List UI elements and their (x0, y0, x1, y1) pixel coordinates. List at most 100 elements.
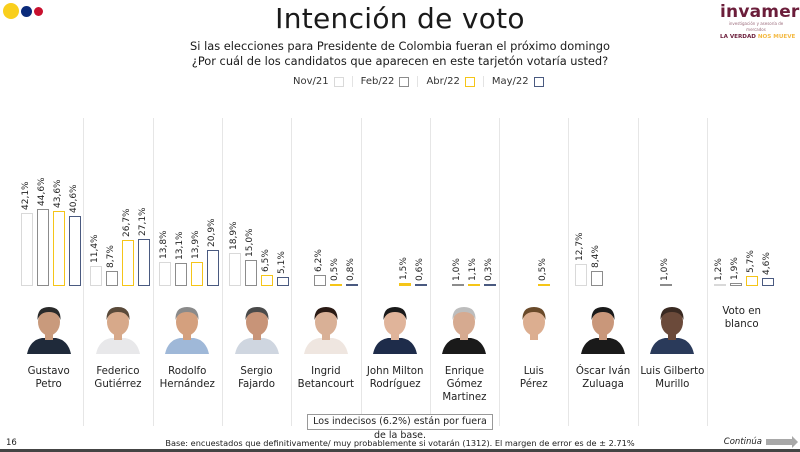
bar-value-label: 26,7% (121, 208, 132, 237)
continue-label: Continúa (723, 437, 762, 447)
candidate-name: Voto en blanco (707, 305, 776, 331)
candidate-photo (24, 298, 74, 354)
bar-group: 1,0% 1,1% 0,3% (430, 118, 499, 288)
bar-value-label: 12,7% (575, 232, 586, 262)
legend-item: May/22 (482, 76, 552, 87)
candidate-name: Luis Gilberto Murillo (638, 365, 707, 391)
bar-may-22 (415, 284, 428, 286)
column-divider (291, 118, 293, 426)
blue-dot-icon (21, 5, 32, 17)
candidate-column: 1,0% 1,1% 0,3% Enrique Gómez Martinez (429, 118, 499, 426)
bar-value-label: 6,2% (313, 249, 324, 273)
candidate-column: 11,4% 8,7% 26,7% 27,1% Federico Gutiérrez (83, 118, 152, 426)
bar-abr-22 (52, 210, 65, 286)
bar-feb-22 (105, 270, 118, 286)
bar-value-label: 20,9% (207, 218, 218, 247)
candidate-name-line1: Enrique Gómez (444, 366, 484, 390)
candidate-name-line1: Luis (523, 366, 544, 377)
candidate-column: 12,7% 8,4% Óscar Iván Zuluaga (568, 118, 637, 426)
bar-value-label: 5,7% (745, 250, 756, 274)
legend-label: May/22 (491, 76, 529, 87)
logo-tagline-part2: NOS MUEVE (757, 34, 796, 40)
bar-value-label: 1,2% (713, 258, 724, 281)
red-dot-icon (34, 6, 43, 16)
candidate-name-line2: Zuluaga (582, 379, 624, 390)
candidate-photo (232, 298, 282, 354)
candidate-column: 1,0% Luis Gilberto Murillo (637, 118, 707, 426)
candidate-name-line1: Rodolfo (168, 366, 207, 377)
bar-value-label: 42,1% (20, 181, 31, 211)
bar-value-label: 43,6% (52, 178, 63, 208)
column-divider (637, 118, 639, 426)
bar-abr-22 (260, 274, 273, 286)
subtitle-line-1: Si las elecciones para Presidente de Col… (190, 39, 610, 53)
bar-value-label: 0,6% (415, 258, 426, 281)
bar-group: 42,1% 44,6% 43,6% 40,6% (14, 118, 83, 288)
candidate-name: Rodolfo Hernández (153, 365, 222, 391)
bar-value-label: 1,1% (468, 258, 479, 281)
column-divider (568, 118, 570, 426)
bar-feb-22 (244, 260, 257, 286)
bar-group: 1,2% 1,9% 5,7% 4,6% (707, 118, 776, 288)
candidate-name-line1: Sergio (240, 366, 273, 377)
legend-swatch (533, 76, 544, 87)
bar-feb-22 (729, 282, 742, 286)
legend-item: Feb/22 (351, 76, 418, 87)
bar-value-label: 4,6% (761, 252, 772, 276)
bar-feb-22 (452, 284, 465, 286)
column-divider (499, 118, 501, 426)
logo-tagline: LA VERDAD NOS MUEVE (720, 33, 795, 41)
candidate-name-line2: Rodríguez (369, 379, 421, 390)
candidate-column: 1,5% 0,6% John Milton Rodríguez (360, 118, 430, 426)
chart-area: 42,1% 44,6% 43,6% 40,6% Gustavo Petro 11,4% 8,7… (14, 118, 776, 426)
candidate-name-line1: Gustavo (27, 366, 70, 377)
bar-value-label: 13,9% (191, 230, 202, 259)
bar-value-label: 5,1% (276, 251, 287, 275)
candidate-name-line2: blanco (724, 319, 759, 330)
candidate-name-line1: Federico (96, 366, 140, 377)
bar-value-label: 1,9% (729, 256, 740, 280)
candidate-name-line2: Murillo (655, 379, 690, 390)
candidate-name: Luis Pérez (499, 365, 568, 391)
candidate-name-line1: Luis Gilberto (640, 366, 705, 377)
candidate-photo (509, 298, 559, 354)
candidate-photo (301, 298, 351, 354)
candidate-name-line1: Óscar Iván (575, 366, 631, 377)
bar-nov-21 (713, 283, 726, 286)
candidate-name: John Milton Rodríguez (361, 365, 430, 391)
column-divider (221, 118, 223, 426)
legend-swatch (333, 76, 344, 87)
candidate-name-line2: Hernández (159, 379, 215, 390)
bar-group: 6,2% 0,5% 0,8% (291, 118, 360, 288)
candidate-name-line2: Petro (35, 379, 62, 390)
column-divider (360, 118, 362, 426)
candidate-photo (162, 298, 212, 354)
base-footnote: Base: encuestados que definitivamente/ m… (165, 438, 635, 448)
candidate-name-line2: Fajardo (238, 379, 276, 390)
bar-may-22 (207, 249, 220, 286)
continue-link[interactable]: Continúa (723, 436, 798, 448)
column-divider (152, 118, 154, 426)
bar-feb-22 (660, 284, 673, 286)
bar-group: 18,9% 15,0% 6,5% 5,1% (222, 118, 291, 288)
legend-label: Abr/22 (426, 76, 460, 87)
page-title: Intención de voto (275, 2, 525, 35)
candidate-photo (370, 298, 420, 354)
bar-may-22 (137, 239, 150, 286)
bar-group: 0,5% (499, 118, 568, 288)
bar-value-label: 40,6% (68, 184, 79, 213)
legend-label: Nov/21 (293, 76, 329, 87)
bar-may-22 (276, 277, 289, 286)
bar-abr-22 (399, 283, 412, 286)
bar-value-label: 8,7% (105, 245, 116, 268)
flag-dots-logo (3, 3, 43, 19)
bar-may-22 (761, 278, 774, 286)
candidate-column: 18,9% 15,0% 6,5% 5,1% Sergio Fajardo (221, 118, 291, 426)
bar-nov-21 (575, 264, 588, 286)
candidate-name-line2: Betancourt (297, 379, 355, 390)
bar-group: 1,5% 0,6% (361, 118, 430, 288)
candidate-name: Sergio Fajardo (222, 365, 291, 391)
bar-value-label: 15,0% (244, 228, 255, 258)
bar-feb-22 (175, 263, 188, 286)
bar-nov-21 (228, 253, 241, 286)
